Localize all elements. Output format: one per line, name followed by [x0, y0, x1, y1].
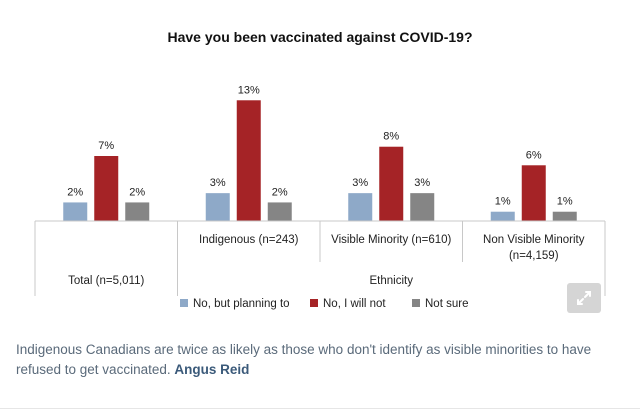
data-label: 1% — [495, 196, 511, 208]
group-label: Ethnicity — [370, 275, 414, 287]
bar — [348, 193, 373, 221]
bar-chart-svg: Have you been vaccinated against COVID-1… — [34, 29, 606, 310]
bar — [125, 202, 150, 221]
bar — [63, 202, 88, 221]
legend-label: No, but planning to — [193, 298, 290, 310]
data-label: 1% — [557, 196, 573, 208]
divider — [0, 408, 640, 409]
category-label: Visible Minority (n=610) — [331, 234, 451, 246]
data-label: 8% — [383, 131, 399, 143]
category-label: (n=4,159) — [509, 250, 559, 262]
legend-swatch — [310, 299, 318, 307]
caption-source[interactable]: Angus Reid — [174, 362, 250, 377]
bar — [205, 193, 230, 221]
bar — [552, 211, 577, 221]
bar — [379, 146, 404, 221]
data-label: 2% — [67, 186, 83, 198]
data-label: 13% — [238, 84, 260, 96]
legend-swatch — [180, 299, 188, 307]
data-label: 7% — [98, 140, 114, 152]
group-label: Total (n=5,011) — [68, 275, 144, 287]
data-label: 2% — [272, 186, 288, 198]
bar — [236, 100, 261, 221]
expand-button[interactable] — [567, 283, 601, 313]
data-label: 3% — [414, 177, 430, 189]
caption-text: Indigenous Canadians are twice as likely… — [16, 342, 592, 377]
data-label: 3% — [210, 177, 226, 189]
caption: Indigenous Canadians are twice as likely… — [16, 340, 616, 380]
category-label: Indigenous (n=243) — [199, 234, 299, 246]
expand-arrows-icon — [577, 291, 591, 305]
data-label: 6% — [526, 149, 542, 161]
data-label: 3% — [352, 177, 368, 189]
bar — [94, 156, 119, 221]
legend-label: Not sure — [425, 298, 468, 310]
chart-title: Have you been vaccinated against COVID-1… — [168, 29, 473, 45]
chart: Have you been vaccinated against COVID-1… — [34, 29, 606, 310]
bar — [267, 202, 292, 221]
bar — [521, 165, 546, 221]
bar — [490, 211, 515, 221]
legend-label: No, I will not — [323, 298, 386, 310]
legend-swatch — [412, 299, 420, 307]
category-label: Non Visible Minority — [483, 234, 585, 246]
data-label: 2% — [129, 186, 145, 198]
bar — [410, 193, 435, 221]
